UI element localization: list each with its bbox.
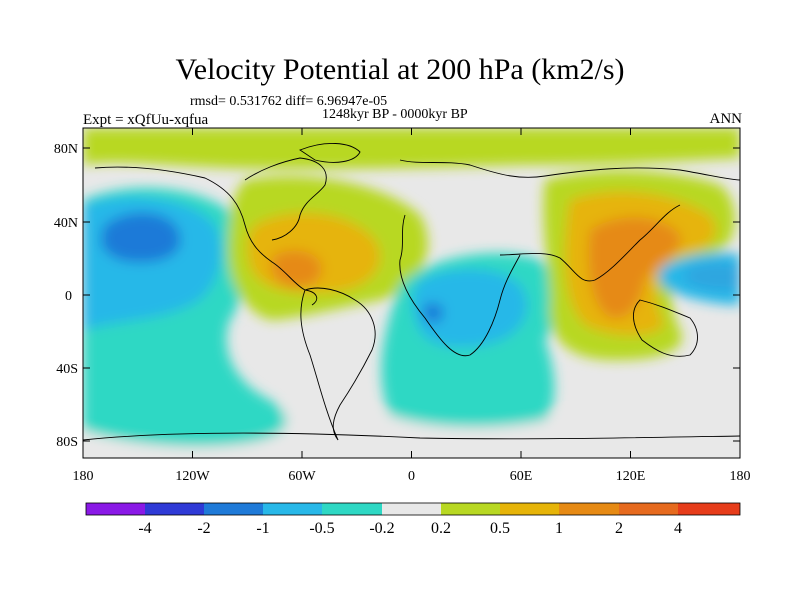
colorbar-label: -0.5 xyxy=(309,520,335,537)
lat-label-80n: 80N xyxy=(54,142,78,157)
colorbar-swatch xyxy=(559,503,619,515)
colorbar-frame xyxy=(85,502,741,516)
colorbar-swatch xyxy=(441,503,500,515)
coast-south-america xyxy=(304,287,376,441)
colorbar xyxy=(85,502,741,516)
coast-greenland xyxy=(299,142,361,163)
coast-eurasia-north xyxy=(399,159,740,181)
colorbar-label: -1 xyxy=(256,520,270,537)
lon-label-180e: 180 xyxy=(730,469,751,484)
africa-low-core xyxy=(422,303,444,323)
coast-africa xyxy=(399,214,521,357)
colorbar-label: -4 xyxy=(138,520,152,537)
colorbar-swatch xyxy=(204,503,263,515)
lon-tick-marks xyxy=(82,128,741,458)
lon-label-180w: 180 xyxy=(73,469,94,484)
east-pacific-low-core xyxy=(684,263,740,291)
americas-high-core xyxy=(271,250,322,288)
colorbar-swatch xyxy=(145,503,204,515)
colorbar-label: -0.2 xyxy=(369,520,395,537)
colorbar-label: 2 xyxy=(615,520,623,537)
coast-south-america-west xyxy=(300,289,339,441)
colorbar-swatch xyxy=(322,503,382,515)
colorbar-swatch xyxy=(678,503,740,515)
lat-tick-marks xyxy=(83,147,740,442)
season-label: ANN xyxy=(709,111,743,127)
plot-title: Velocity Potential at 200 hPa (km2/s) xyxy=(175,53,625,86)
coast-south-asia xyxy=(499,204,681,282)
coastlines xyxy=(83,142,740,441)
colorbar-label: 4 xyxy=(674,520,682,537)
colorbar-swatch xyxy=(263,503,322,515)
velocity-potential-field xyxy=(83,128,740,458)
lon-label-60e: 60E xyxy=(510,469,533,484)
africa-low-inner xyxy=(412,269,528,348)
lon-label-0: 0 xyxy=(408,469,415,484)
coast-australia xyxy=(633,299,698,357)
colorbar-label: 1 xyxy=(555,520,563,537)
experiment-label: Expt = xQfUu-xqfua xyxy=(83,112,209,128)
pacific-low-core xyxy=(101,212,181,263)
colorbar-label: 0.5 xyxy=(490,520,510,537)
stats-line: rmsd= 0.531762 diff= 6.96947e-05 xyxy=(190,94,388,109)
colorbar-label: 0.2 xyxy=(431,520,451,537)
colorbar-label: -2 xyxy=(197,520,211,537)
lon-label-120w: 120W xyxy=(175,469,210,484)
period-label: 1248kyr BP - 0000kyr BP xyxy=(322,107,468,122)
lat-label-0: 0 xyxy=(65,289,72,304)
lat-label-80s: 80S xyxy=(56,435,78,450)
lon-label-120e: 120E xyxy=(616,469,646,484)
band-arctic xyxy=(83,128,740,169)
coast-north-america-east xyxy=(244,157,327,241)
asia-high-core xyxy=(588,217,681,319)
lat-label-40n: 40N xyxy=(54,216,78,231)
colorbar-swatch xyxy=(500,503,559,515)
lat-label-40s: 40S xyxy=(56,362,78,377)
colorbar-swatch xyxy=(86,503,145,515)
colorbar-swatch xyxy=(619,503,678,515)
colorbar-swatch xyxy=(382,503,441,515)
lon-label-60w: 60W xyxy=(288,469,316,484)
coast-antarctica xyxy=(83,432,740,441)
